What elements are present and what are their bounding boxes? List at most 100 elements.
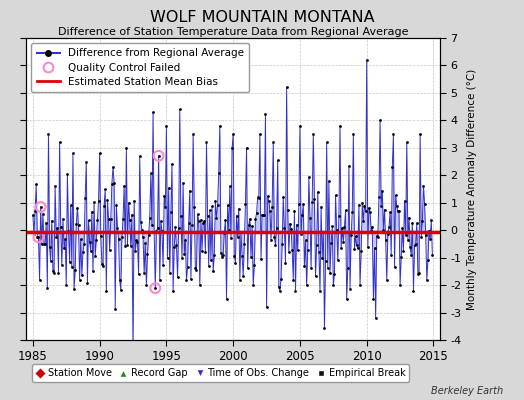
Point — [157, 218, 165, 224]
Point — [88, 208, 96, 215]
Point — [47, 258, 55, 264]
Point — [187, 276, 195, 282]
Point — [231, 259, 239, 266]
Point — [127, 243, 135, 249]
Point — [282, 84, 291, 91]
Point — [100, 202, 108, 209]
Point — [421, 232, 430, 238]
Point — [319, 229, 328, 235]
Point — [290, 208, 299, 214]
Point — [151, 285, 159, 291]
Point — [70, 286, 78, 292]
Point — [307, 265, 315, 272]
Point — [428, 252, 436, 258]
Point — [199, 220, 208, 226]
Point — [37, 204, 45, 210]
Point — [302, 282, 311, 288]
Title: Difference of Station Temperature Data from Regional Average: Difference of Station Temperature Data f… — [58, 27, 408, 37]
Point — [117, 287, 125, 294]
Point — [357, 248, 365, 254]
Point — [300, 263, 309, 270]
Point — [265, 198, 273, 204]
Point — [148, 222, 156, 228]
Point — [121, 243, 129, 249]
Point — [207, 256, 215, 263]
Point — [192, 267, 201, 273]
Point — [198, 248, 206, 254]
Point — [58, 262, 66, 268]
Point — [222, 296, 231, 302]
Point — [272, 224, 281, 231]
Point — [131, 248, 139, 254]
Point — [112, 202, 121, 208]
Point — [346, 286, 354, 292]
Point — [376, 117, 384, 124]
Point — [136, 153, 144, 159]
Point — [43, 285, 51, 291]
Point — [84, 217, 93, 224]
Point — [30, 231, 38, 238]
Point — [380, 206, 389, 213]
Point — [375, 194, 383, 200]
Point — [411, 241, 420, 248]
Point — [250, 262, 258, 268]
Point — [285, 249, 293, 256]
Point — [406, 244, 414, 250]
Point — [194, 218, 203, 224]
Point — [41, 241, 49, 248]
Point — [245, 222, 253, 228]
Point — [119, 216, 127, 222]
Point — [343, 296, 351, 302]
Point — [201, 248, 210, 255]
Point — [395, 208, 403, 214]
Point — [244, 265, 252, 271]
Point — [80, 241, 88, 247]
Point — [115, 276, 124, 283]
Point — [235, 206, 243, 212]
Point — [366, 208, 374, 215]
Point — [260, 212, 268, 218]
Point — [271, 242, 280, 248]
Point — [334, 257, 342, 263]
Point — [309, 131, 318, 137]
Point — [344, 264, 352, 271]
Point — [32, 181, 40, 187]
Point — [288, 247, 297, 253]
Point — [281, 260, 290, 266]
Point — [29, 212, 37, 218]
Point — [339, 239, 347, 245]
Point — [81, 195, 90, 202]
Point — [298, 212, 307, 218]
Point — [68, 264, 76, 270]
Point — [292, 221, 301, 228]
Point — [315, 248, 323, 255]
Point — [227, 235, 235, 241]
Point — [240, 240, 248, 247]
Point — [141, 240, 149, 246]
Point — [184, 220, 193, 226]
Point — [220, 229, 228, 236]
Point — [130, 198, 138, 204]
Point — [327, 240, 335, 247]
Point — [258, 212, 266, 218]
Point — [114, 236, 123, 242]
Point — [256, 131, 264, 137]
Point — [51, 183, 59, 189]
Point — [72, 221, 81, 228]
Point — [218, 254, 226, 260]
Point — [311, 273, 320, 279]
Point — [427, 217, 435, 224]
Point — [42, 220, 50, 226]
Point — [71, 267, 79, 274]
Point — [246, 215, 254, 222]
Point — [426, 236, 434, 242]
Point — [180, 251, 189, 257]
Point — [79, 249, 87, 255]
Point — [340, 224, 348, 230]
Point — [171, 224, 180, 230]
Point — [312, 242, 321, 248]
Point — [33, 234, 41, 240]
Point — [341, 207, 350, 213]
Point — [239, 273, 247, 279]
Point — [85, 239, 94, 245]
